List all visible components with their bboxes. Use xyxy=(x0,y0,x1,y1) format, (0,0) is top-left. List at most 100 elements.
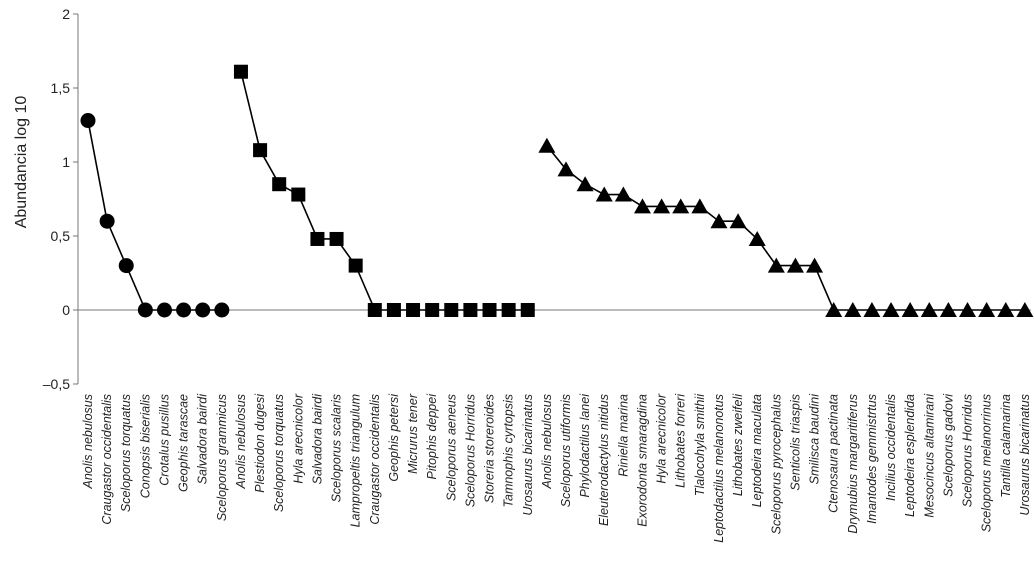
x-category-label: Incilius occidentalis xyxy=(884,394,898,501)
x-category-label: Lithobates forreri xyxy=(674,393,688,488)
triangle-point xyxy=(920,302,938,317)
x-category-label: Salvadora bairdi xyxy=(196,393,210,485)
x-category-label: Smilisca baudini xyxy=(808,393,822,485)
triangle-point xyxy=(748,230,766,246)
square-point xyxy=(520,303,535,317)
circle-point xyxy=(137,302,153,318)
x-category-label: Conopsis biserialis xyxy=(138,394,152,498)
square-point xyxy=(310,231,325,246)
x-category-label: Tamnophis cyrtopsis xyxy=(502,394,516,507)
square-point xyxy=(482,303,497,317)
y-tick-label: 0 xyxy=(62,302,70,318)
circle-point xyxy=(214,302,230,318)
square-point xyxy=(463,303,478,317)
x-category-label: Phylodactilus lanei xyxy=(578,393,592,498)
data-series xyxy=(80,64,1034,318)
triangle-point xyxy=(959,302,977,317)
x-category-label: Crotalus pusillus xyxy=(157,394,171,486)
x-category-label: Micrurus tener xyxy=(406,393,420,474)
x-category-label: Drymubius margaritiferus xyxy=(846,394,860,534)
x-category-label: Anolis nebulosus xyxy=(540,394,554,490)
x-category-label: Urosaurus bicarinatus xyxy=(1018,394,1032,516)
x-category-label: Senticolis triaspis xyxy=(788,394,802,491)
triangle-point xyxy=(557,161,575,177)
x-category-labels: Anolis nebulosus Craugastor occidentalis S… xyxy=(81,393,1032,543)
x-category-label: Exorodonta smaragdina xyxy=(635,394,649,527)
square-point xyxy=(367,303,382,317)
square-point xyxy=(425,303,440,317)
x-category-label: Craugastor occidentalis xyxy=(368,394,382,525)
triangle-point xyxy=(614,186,632,202)
triangle-point xyxy=(882,302,900,317)
x-category-label: Storeria storeroides xyxy=(483,394,497,503)
x-category-label: Lampropeltis triangulum xyxy=(349,394,363,527)
square-point xyxy=(272,177,287,192)
series-square xyxy=(233,64,535,317)
y-tick-label: –0,5 xyxy=(43,376,70,392)
x-category-label: Ctenosaura pactinata xyxy=(827,394,841,513)
circle-point xyxy=(176,302,192,318)
x-category-label: Leptodactilus melanonotus xyxy=(712,394,726,543)
square-point xyxy=(406,303,421,317)
x-category-label: Imantodes gemmistrtus xyxy=(865,394,879,524)
series-triangle xyxy=(538,137,1034,317)
square-point xyxy=(329,231,344,246)
circle-point xyxy=(195,302,211,318)
triangle-point xyxy=(691,198,709,214)
series-line xyxy=(240,71,528,311)
triangle-point xyxy=(806,257,824,273)
x-category-label: Sceloporus grammicus xyxy=(215,394,229,521)
triangle-point xyxy=(978,302,996,317)
y-tick-label: 0,5 xyxy=(51,228,71,244)
x-category-label: Tlalocohyla smithii xyxy=(693,393,707,496)
x-category-label: Sceloporus utiformis xyxy=(559,394,573,507)
triangle-point xyxy=(825,302,843,317)
x-category-label: Hyla arecnicolor xyxy=(291,393,305,483)
square-point xyxy=(253,143,268,158)
series-circle xyxy=(80,113,230,318)
x-category-label: Sceloporus Horridus xyxy=(961,394,975,507)
x-category-label: Geophis tarascae xyxy=(177,394,191,492)
x-category-label: Sceloporus pyrocephalus xyxy=(769,394,783,534)
triangle-point xyxy=(997,302,1015,317)
triangle-point xyxy=(767,257,785,273)
x-category-label: Sceloporus gadovi xyxy=(941,393,955,497)
axes xyxy=(77,14,1031,384)
x-category-label: Sceloporus Horridus xyxy=(463,394,477,507)
triangle-point xyxy=(576,176,594,192)
x-category-label: Anolis nebulosus xyxy=(234,394,248,490)
square-point xyxy=(386,303,401,317)
triangle-point xyxy=(786,257,804,273)
triangle-point xyxy=(1016,302,1034,317)
triangle-point xyxy=(844,302,862,317)
x-category-label: Sceloporus torquatus xyxy=(272,394,286,512)
x-category-label: Hyla arecnicolor xyxy=(655,393,669,483)
triangle-point xyxy=(538,137,556,153)
y-tick-label: 1 xyxy=(62,154,70,170)
x-category-label: Mesocincus altamirani xyxy=(922,393,936,518)
square-point xyxy=(233,64,248,79)
circle-point xyxy=(80,113,96,129)
x-category-label: Riniella marina xyxy=(616,394,630,477)
triangle-point xyxy=(633,198,651,214)
x-category-label: Pitophis deppei xyxy=(425,393,439,480)
square-point xyxy=(291,187,306,202)
x-category-label: Urosaurus bicarinatus xyxy=(521,394,535,516)
x-category-label: Lithobates zweifeli xyxy=(731,393,745,496)
x-category-label: Sceloporus torquatus xyxy=(119,394,133,512)
triangle-point xyxy=(710,213,728,229)
y-axis-title: Abundancia log 10 xyxy=(13,96,30,229)
triangle-point xyxy=(901,302,919,317)
triangle-point xyxy=(939,302,957,317)
circle-point xyxy=(156,302,172,318)
x-category-label: Plestiodon dugesi xyxy=(253,393,267,493)
square-point xyxy=(348,258,363,273)
y-tick-label: 2 xyxy=(62,6,70,22)
circle-point xyxy=(99,213,115,229)
triangle-point xyxy=(595,186,613,202)
x-category-label: Anolis nebulosus xyxy=(81,394,95,490)
x-category-label: Sceloporus melanorrinus xyxy=(980,394,994,532)
x-category-label: Sceloporus aeneus xyxy=(444,394,458,501)
x-category-label: Sceloporus scalaris xyxy=(330,394,344,502)
